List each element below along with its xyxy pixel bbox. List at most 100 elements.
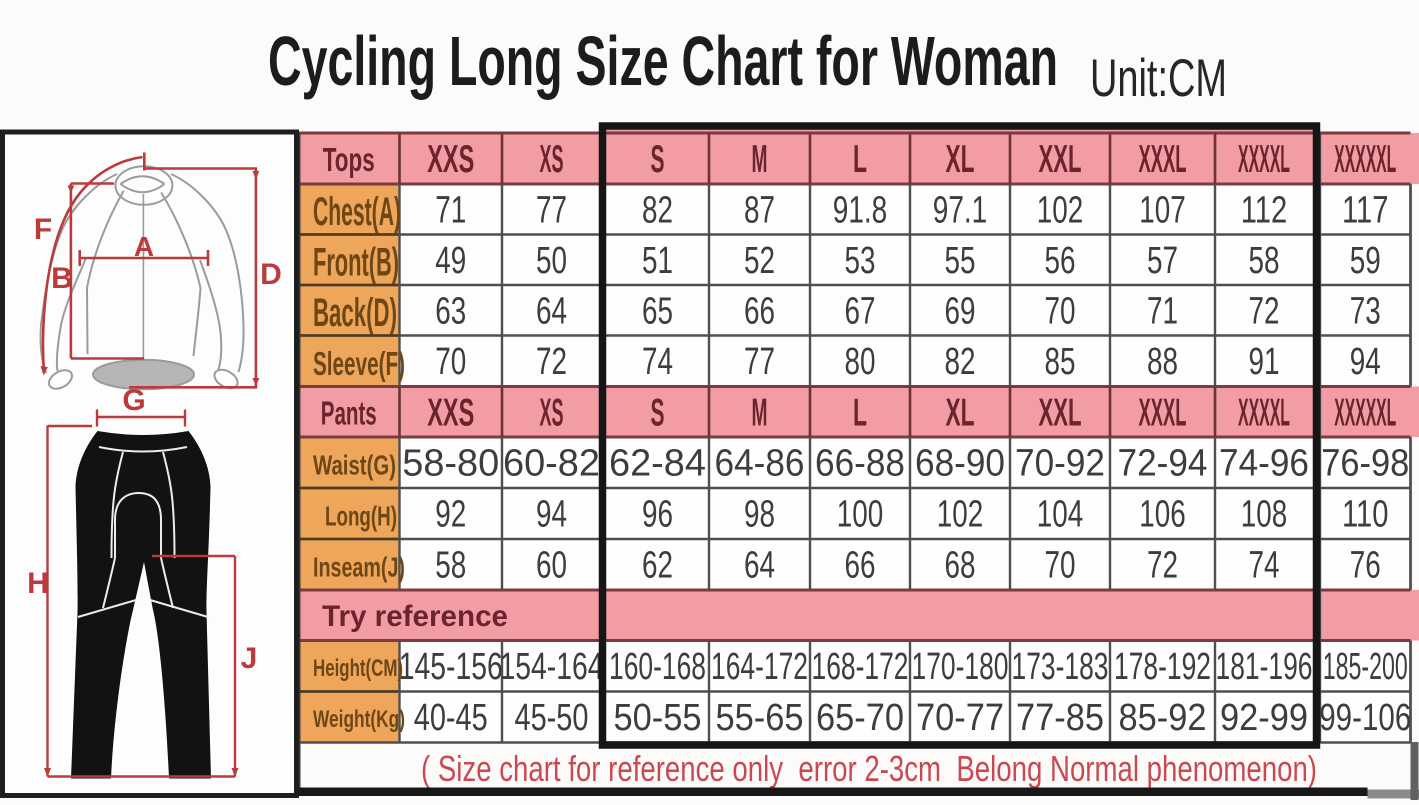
svg-text:71: 71: [1147, 290, 1178, 332]
svg-text:70: 70: [1045, 545, 1076, 587]
svg-text:40-45: 40-45: [414, 697, 488, 739]
svg-text:94: 94: [536, 494, 567, 536]
svg-text:Weight(Kg): Weight(Kg): [313, 706, 405, 733]
svg-text:185-200: 185-200: [1323, 646, 1408, 688]
svg-text:L: L: [853, 138, 867, 181]
svg-text:XXXL: XXXL: [1139, 138, 1187, 181]
svg-text:Front(B): Front(B): [313, 240, 399, 284]
svg-text:92: 92: [435, 494, 466, 536]
svg-text:77: 77: [744, 341, 775, 383]
svg-text:97.1: 97.1: [933, 189, 988, 231]
svg-text:XXS: XXS: [427, 138, 474, 181]
svg-text:55: 55: [945, 240, 976, 282]
svg-text:69: 69: [945, 290, 976, 332]
svg-text:77: 77: [536, 189, 567, 231]
svg-text:Waist(G): Waist(G): [313, 450, 396, 481]
svg-text:Sleeve(F): Sleeve(F): [313, 345, 405, 382]
svg-text:65: 65: [642, 290, 673, 332]
svg-text:XS: XS: [540, 391, 564, 434]
svg-text:64: 64: [744, 545, 775, 587]
svg-text:74-96: 74-96: [1219, 443, 1309, 485]
svg-text:XXXXL: XXXXL: [1238, 138, 1290, 181]
svg-text:70: 70: [1045, 290, 1076, 332]
svg-text:168-172: 168-172: [812, 646, 909, 688]
svg-text:59: 59: [1350, 240, 1381, 282]
svg-text:64-86: 64-86: [715, 443, 805, 485]
svg-text:XL: XL: [946, 138, 975, 181]
svg-text:98: 98: [744, 494, 775, 536]
svg-text:102: 102: [937, 494, 984, 536]
svg-text:145-156: 145-156: [399, 646, 503, 688]
svg-text:Unit:CM: Unit:CM: [1090, 49, 1227, 108]
svg-text:74: 74: [642, 341, 673, 383]
svg-text:85: 85: [1045, 341, 1076, 383]
svg-text:85-92: 85-92: [1119, 697, 1207, 739]
svg-text:99-106: 99-106: [1319, 697, 1411, 739]
svg-text:110: 110: [1342, 494, 1389, 536]
svg-text:88: 88: [1147, 341, 1178, 383]
svg-text:63: 63: [435, 290, 466, 332]
svg-text:71: 71: [435, 189, 466, 231]
svg-text:181-196: 181-196: [1216, 646, 1313, 688]
svg-text:XXL: XXL: [1039, 138, 1082, 181]
svg-text:76-98: 76-98: [1321, 443, 1409, 485]
svg-text:102: 102: [1037, 189, 1084, 231]
svg-text:60: 60: [536, 545, 567, 587]
svg-text:L: L: [853, 391, 867, 434]
svg-text:XXS: XXS: [427, 391, 474, 434]
svg-text:J: J: [241, 642, 258, 675]
svg-text:Chest(A): Chest(A): [313, 190, 401, 234]
svg-text:106: 106: [1139, 494, 1186, 536]
svg-text:66-88: 66-88: [815, 443, 905, 485]
svg-text:70-77: 70-77: [916, 697, 1004, 739]
svg-text:92-99: 92-99: [1220, 697, 1308, 739]
svg-text:72: 72: [1147, 545, 1178, 587]
svg-text:XXXXXL: XXXXXL: [1334, 138, 1396, 181]
svg-text:XXXXXL: XXXXXL: [1334, 391, 1396, 434]
svg-text:52: 52: [744, 240, 775, 282]
svg-text:72: 72: [1249, 290, 1280, 332]
svg-text:164-172: 164-172: [711, 646, 808, 688]
svg-text:S: S: [651, 391, 665, 434]
svg-text:64: 64: [536, 290, 567, 332]
svg-text:68: 68: [945, 545, 976, 587]
svg-text:M: M: [752, 138, 768, 181]
svg-text:Try reference: Try reference: [322, 600, 508, 633]
svg-text:73: 73: [1350, 290, 1381, 332]
svg-text:Inseam(J): Inseam(J): [313, 552, 405, 583]
svg-text:80: 80: [845, 341, 876, 383]
svg-text:55-65: 55-65: [716, 697, 804, 739]
svg-text:Tops: Tops: [323, 141, 375, 178]
svg-text:53: 53: [845, 240, 876, 282]
svg-text:107: 107: [1139, 189, 1186, 231]
svg-text:XL: XL: [946, 391, 975, 434]
svg-text:68-90: 68-90: [915, 443, 1005, 485]
svg-text:170-180: 170-180: [912, 646, 1009, 688]
svg-text:G: G: [122, 384, 145, 417]
svg-text:D: D: [260, 258, 282, 291]
svg-text:100: 100: [837, 494, 884, 536]
svg-text:74: 74: [1249, 545, 1280, 587]
svg-text:M: M: [752, 391, 768, 434]
svg-text:76: 76: [1350, 545, 1381, 587]
svg-text:50-55: 50-55: [614, 697, 702, 739]
svg-text:( Size chart for reference onl: ( Size chart for reference only error 2-…: [421, 748, 1317, 789]
svg-text:50: 50: [536, 240, 567, 282]
svg-text:82: 82: [642, 189, 673, 231]
svg-text:F: F: [34, 213, 52, 246]
svg-text:160-168: 160-168: [609, 646, 706, 688]
svg-text:56: 56: [1045, 240, 1076, 282]
svg-text:Long(H): Long(H): [325, 501, 397, 532]
svg-text:45-50: 45-50: [515, 697, 589, 739]
svg-text:H: H: [27, 567, 49, 600]
svg-text:60-82: 60-82: [503, 443, 600, 485]
svg-text:173-183: 173-183: [1012, 646, 1109, 688]
svg-text:67: 67: [845, 290, 876, 332]
svg-text:B: B: [51, 262, 73, 295]
svg-text:77-85: 77-85: [1016, 697, 1104, 739]
svg-text:94: 94: [1350, 341, 1381, 383]
svg-text:58: 58: [1249, 240, 1280, 282]
svg-text:58-80: 58-80: [402, 443, 499, 485]
svg-text:S: S: [651, 138, 665, 181]
svg-text:XXXL: XXXL: [1139, 391, 1187, 434]
